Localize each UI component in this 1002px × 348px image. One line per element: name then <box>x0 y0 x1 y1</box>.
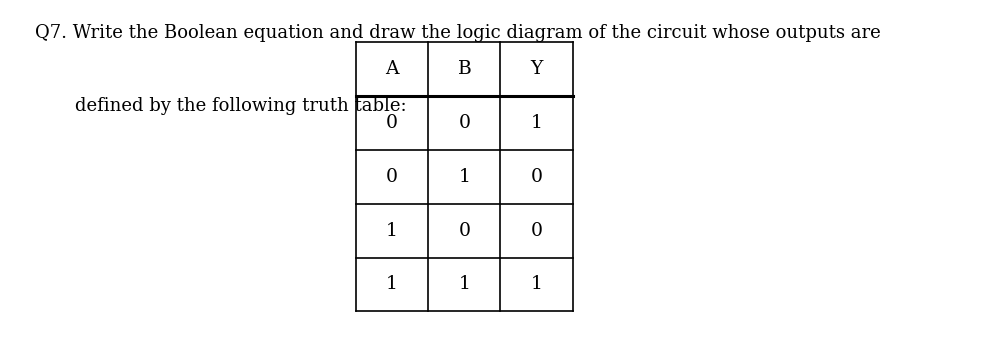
Text: 0: 0 <box>386 114 398 132</box>
Text: 1: 1 <box>530 276 542 293</box>
Text: Q7. Write the Boolean equation and draw the logic diagram of the circuit whose o: Q7. Write the Boolean equation and draw … <box>35 24 880 42</box>
Text: 0: 0 <box>458 114 470 132</box>
Text: 1: 1 <box>530 114 542 132</box>
Text: 1: 1 <box>458 168 470 185</box>
Text: 0: 0 <box>386 168 398 185</box>
Text: 0: 0 <box>530 168 542 185</box>
Text: 0: 0 <box>458 222 470 239</box>
Text: 1: 1 <box>386 222 398 239</box>
Text: B: B <box>457 60 471 78</box>
Text: 0: 0 <box>530 222 542 239</box>
Text: A: A <box>385 60 399 78</box>
Text: 1: 1 <box>458 276 470 293</box>
Text: defined by the following truth table:: defined by the following truth table: <box>75 97 407 116</box>
Text: Y: Y <box>530 60 542 78</box>
Text: 1: 1 <box>386 276 398 293</box>
